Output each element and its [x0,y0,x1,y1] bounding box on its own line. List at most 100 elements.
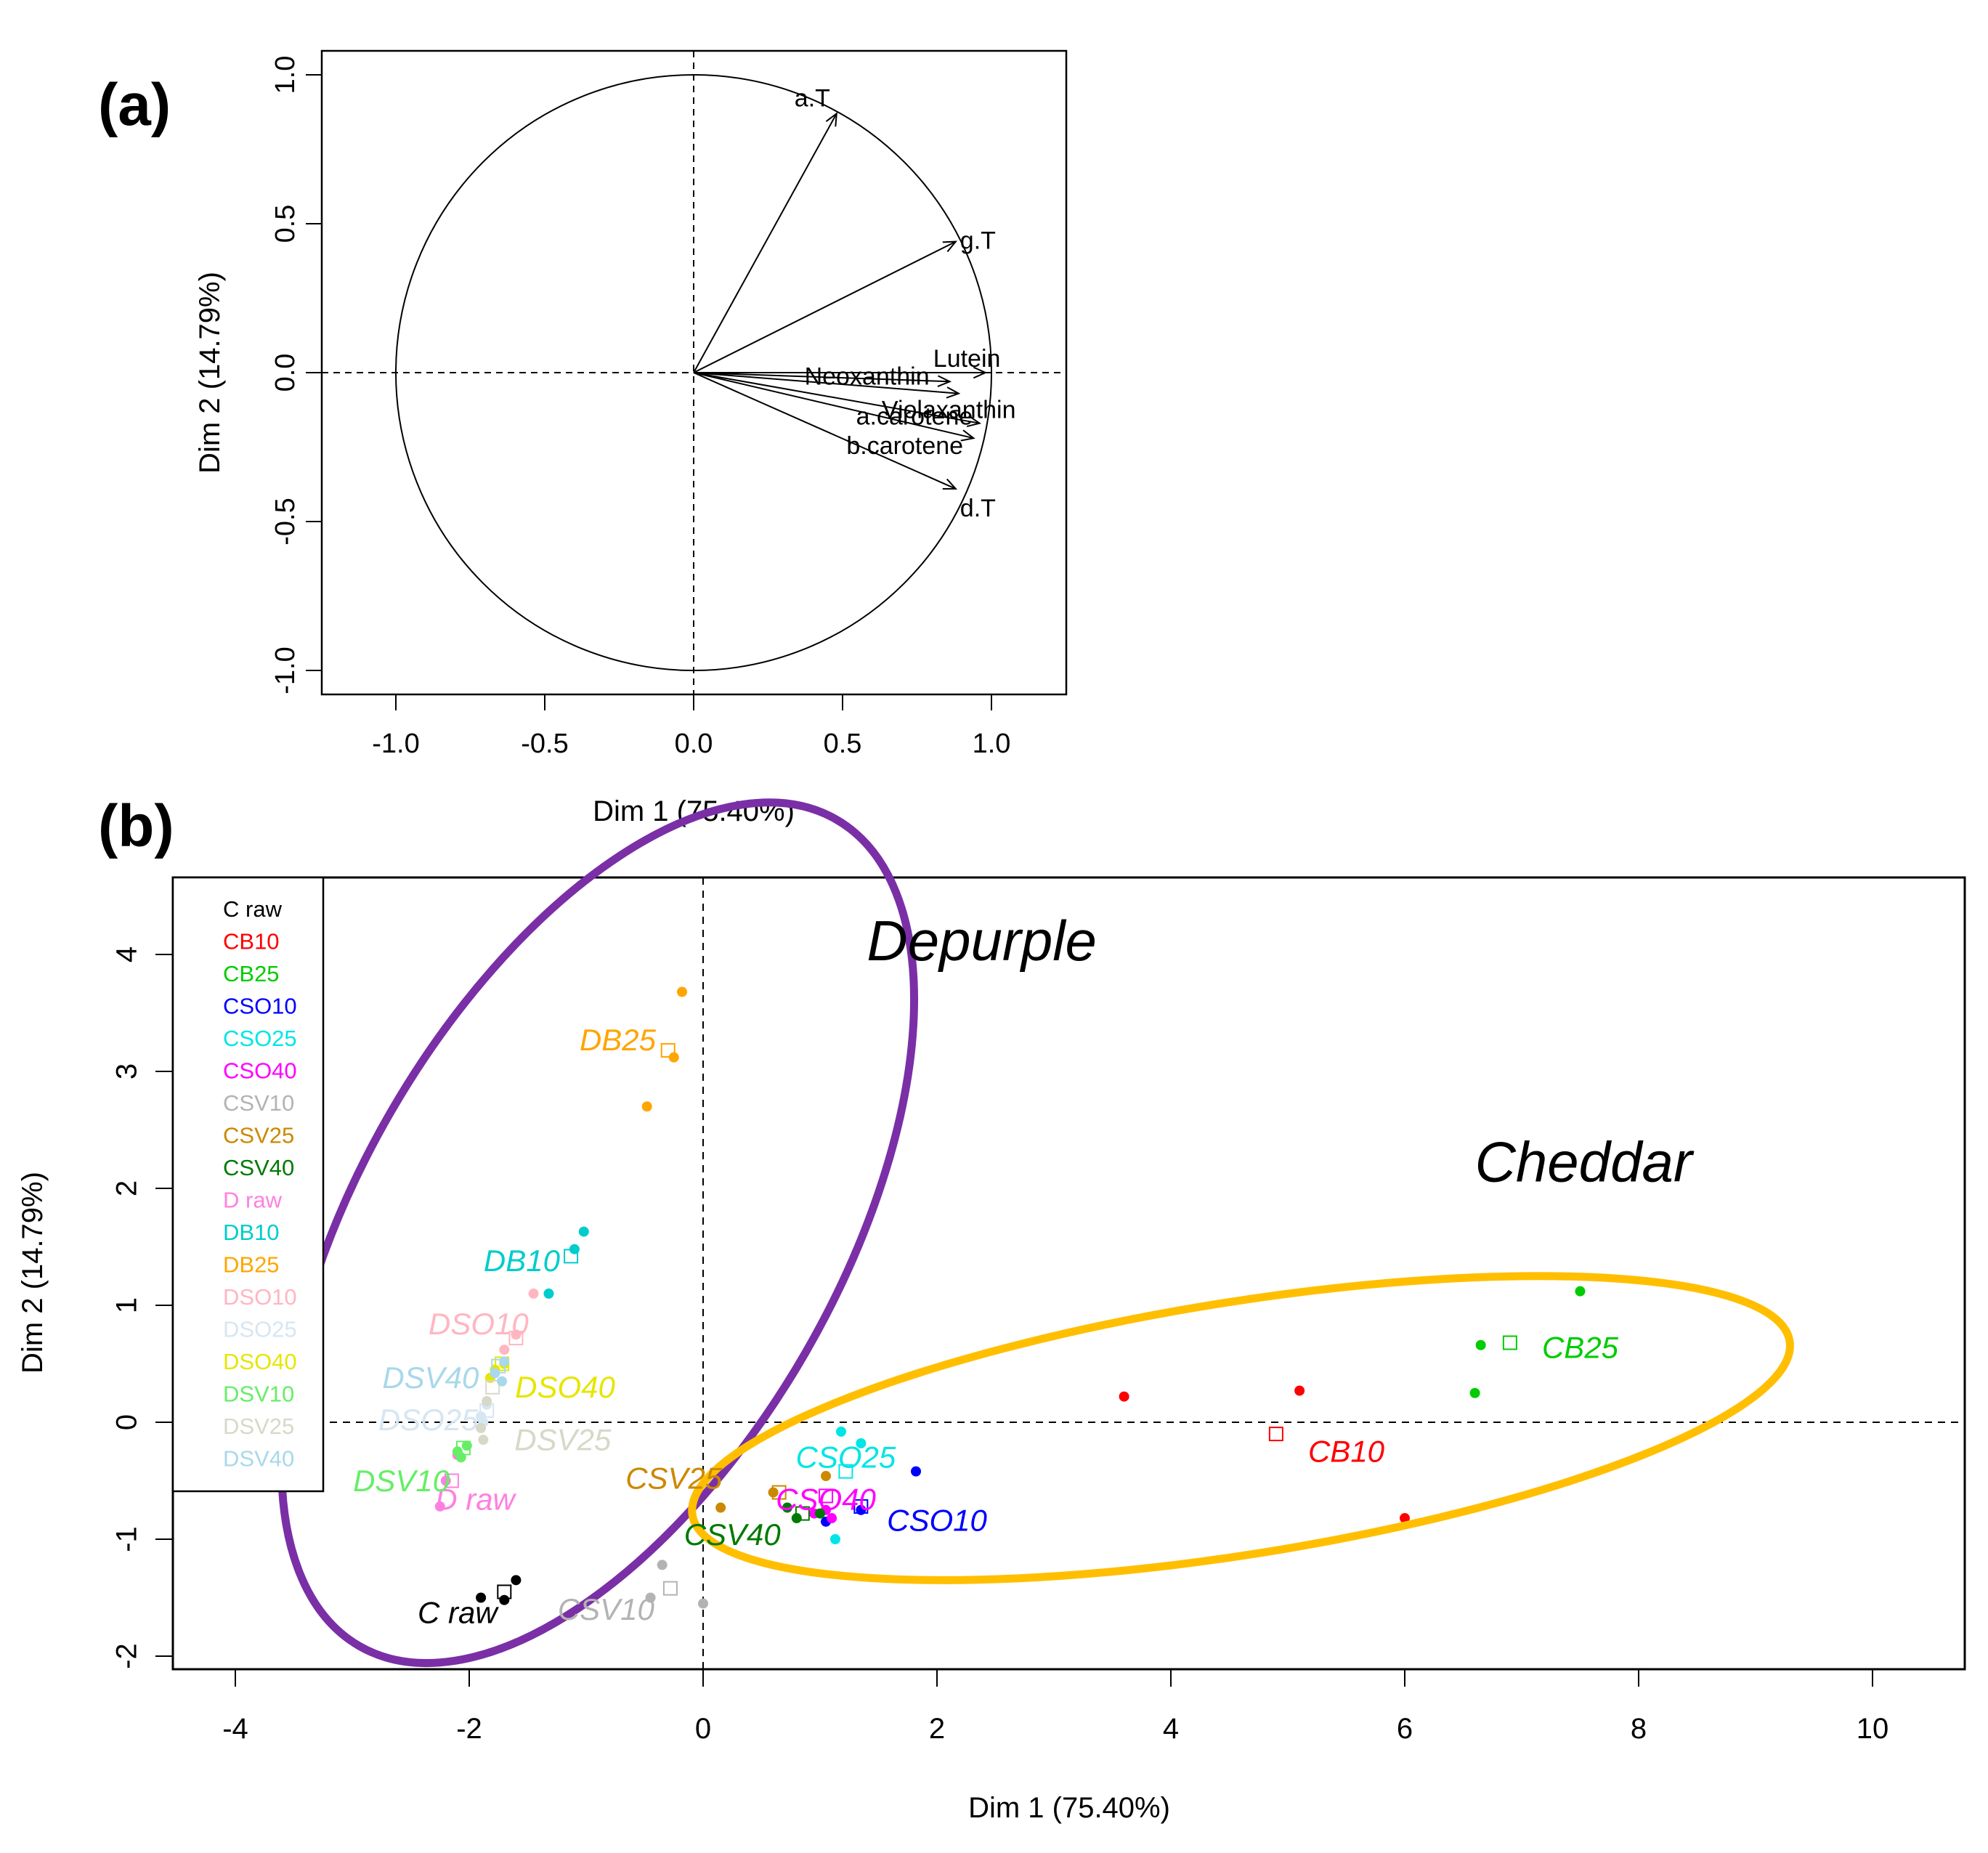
y-tick-label: 4 [111,946,143,962]
x-tick-label: 0.0 [675,729,713,759]
y-tick-label: 1.0 [270,56,301,94]
arrowhead-b-carotene [960,429,975,442]
legend: C raw CB10 CB25 CSO10 CSO25 CSO40 CSV10 CSV25 CS… [171,876,325,1493]
variable-label-a-carotene: a.carotene [856,403,973,431]
centroid-d-raw [444,1473,459,1488]
point-dsv40 [497,1376,508,1387]
panel-b-frame [171,876,1966,1671]
arrow-violaxanthin [693,372,959,394]
point-csv10 [657,1560,668,1570]
centroid-cso25 [838,1464,853,1479]
point-cb25 [1575,1286,1586,1297]
y-tick-label: 0 [111,1414,143,1430]
group-label-db25: DB25 [580,1023,657,1057]
point-csv25 [715,1502,726,1513]
panel-a-chart: -1.0 -0.5 0.0 0.5 1.0 -1.0 -0.5 0.0 0.5 1.0 a.T g.… [270,49,1068,759]
point-dsv25 [478,1435,489,1445]
point-dsv25 [476,1423,487,1434]
arrowhead-lutein [973,366,988,379]
point-csv10 [645,1592,656,1603]
x-tick-label: -4 [222,1713,248,1745]
point-cb10 [1119,1391,1129,1402]
point-cso25 [829,1534,840,1544]
centroid-db25 [660,1043,675,1058]
group-label-d-raw: D raw [435,1483,516,1517]
legend-item-db25: DB25 [223,1252,280,1278]
group-label-dsv40: DSV40 [382,1361,479,1395]
legend-item-csv10: CSV10 [223,1090,294,1116]
legend-item-dso40: DSO40 [223,1349,297,1374]
point-cb25 [1469,1387,1480,1398]
panel-b-xlabel: Dim 1 (75.40%) [968,1792,1170,1824]
point-csv25 [821,1471,832,1482]
legend-item-dsv40: DSV40 [223,1446,294,1472]
arrow-d-t [693,372,957,490]
point-csv10 [698,1598,708,1609]
point-cso10 [911,1466,922,1477]
point-cso40 [827,1513,837,1524]
legend-item-cb10: CB10 [223,929,280,954]
centroid-cso40 [819,1488,834,1504]
ellipse-depurple [277,798,918,1668]
centroid-dsv25 [485,1379,500,1395]
arrow-g-t [693,240,957,373]
point-cso25 [835,1426,846,1437]
point-dso10 [499,1345,510,1355]
legend-item-cb25: CB25 [223,961,280,986]
variable-label-lutein: Lutein [933,345,1001,373]
group-label-cb10: CB10 [1308,1435,1385,1469]
centroid-cso10 [853,1499,869,1514]
legend-item-db10: DB10 [223,1220,280,1245]
arrow-b-carotene [693,372,974,439]
annotation-depurple: Depurple [867,909,1097,973]
point-db25 [677,986,688,997]
legend-item-cso40: CSO40 [223,1058,297,1084]
point-db10 [578,1226,589,1237]
legend-item-c-raw: C raw [223,896,283,922]
point-dsv25 [482,1396,492,1407]
x-tick-label: -2 [456,1713,482,1745]
y-tick-label: 2 [111,1180,143,1196]
group-label-cb25: CB25 [1542,1330,1619,1364]
panel-b-chart: -4 -2 0 2 4 6 8 10 -2 -1 0 1 2 3 4 Depurple Cheddar C r… [111,798,1966,1745]
point-cso25 [856,1438,867,1448]
point-csv40 [815,1508,825,1519]
x-tick-label: 0 [695,1713,711,1745]
ellipse-cheddar [688,1272,1794,1584]
x-tick-label: 4 [1163,1713,1179,1745]
y-tick-label: -2 [111,1643,143,1669]
panel-b-label: (b) [98,793,174,859]
legend-item-dsv10: DSV10 [223,1382,294,1407]
group-label-dso25: DSO25 [378,1403,479,1437]
variable-label-b-carotene: b.carotene [846,432,963,460]
legend-item-cso10: CSO10 [223,994,297,1019]
point-cb25 [1475,1339,1486,1350]
group-label-csv10: CSV10 [558,1592,655,1626]
x-tick-label: 1.0 [973,729,1011,759]
panel-a-label: (a) [98,72,171,138]
arrowhead-g-t [942,240,957,253]
arrowhead-violaxanthin [946,386,961,399]
point-c-raw [499,1594,510,1605]
centroid-db10 [564,1249,579,1264]
group-label-db10: DB10 [484,1244,561,1278]
legend-item-dso10: DSO10 [223,1284,297,1310]
centroid-dsv40 [491,1358,506,1374]
legend-box [171,876,325,1493]
point-cb10 [1400,1513,1410,1524]
arrowhead-d-t [942,478,958,490]
y-tick-label: 3 [111,1063,143,1079]
group-label-dsv10: DSV10 [353,1464,450,1498]
group-label-cso40: CSO40 [776,1483,876,1517]
group-label-cso25: CSO25 [796,1440,896,1475]
y-tick-label: 0.5 [270,205,301,243]
x-tick-label: 0.5 [824,729,862,759]
group-label-c-raw: C raw [418,1596,499,1630]
centroid-dso10 [508,1331,524,1346]
y-tick-label: -0.5 [270,498,301,545]
centroid-c-raw [497,1584,512,1599]
group-label-dso10: DSO10 [429,1307,529,1341]
x-tick-label: 2 [929,1713,945,1745]
legend-item-dsv25: DSV25 [223,1414,294,1439]
